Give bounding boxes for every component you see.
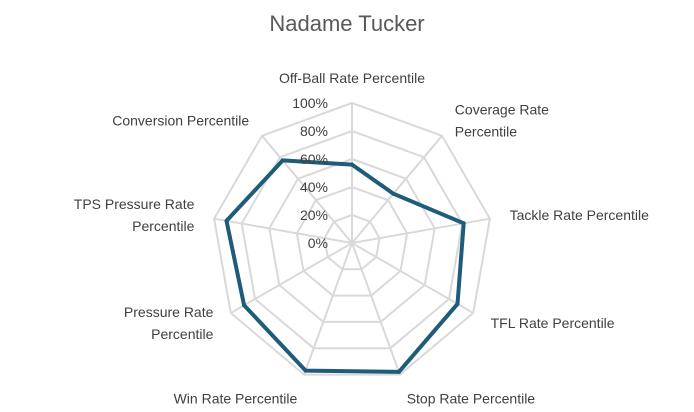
axis-spoke-5 bbox=[351, 242, 401, 375]
axis-label-line: Conversion Percentile bbox=[112, 112, 249, 128]
axis-label-line: TFL Rate Percentile bbox=[491, 315, 615, 331]
axis-label-line: Win Rate Percentile bbox=[174, 390, 298, 406]
tick-label: 0% bbox=[308, 235, 328, 251]
tick-label: 80% bbox=[300, 123, 328, 139]
data-point-7 bbox=[242, 303, 247, 308]
axis-label-line: Coverage Rate bbox=[455, 101, 549, 117]
axis-labels: Off-Ball Rate Percentile Coverage Rate Per… bbox=[74, 70, 649, 406]
axis-label: Win Rate Percentile bbox=[174, 390, 298, 406]
axis-label-line: Percentile bbox=[132, 218, 194, 234]
data-point-8 bbox=[224, 218, 229, 223]
data-point-1 bbox=[350, 162, 354, 167]
chart-title: Nadame Tucker bbox=[269, 11, 424, 36]
data-point-9 bbox=[280, 158, 285, 163]
axis-label: Pressure Rate Percentile bbox=[124, 304, 214, 342]
data-point-5 bbox=[396, 369, 401, 374]
axis-label: Off-Ball Rate Percentile bbox=[279, 70, 425, 86]
axis-spoke-6 bbox=[303, 242, 353, 375]
axis-label-line: Off-Ball Rate Percentile bbox=[279, 70, 425, 86]
data-point-6 bbox=[303, 368, 308, 373]
series-line-1 bbox=[224, 158, 466, 374]
axis-spoke-8 bbox=[213, 217, 353, 244]
axis-label-line: Pressure Rate bbox=[124, 304, 214, 320]
grid-ring-4 bbox=[240, 129, 464, 350]
axis-label: Conversion Percentile bbox=[112, 112, 249, 128]
axis-label-line: Percentile bbox=[455, 123, 517, 139]
tick-label: 100% bbox=[292, 95, 328, 111]
tick-label: 40% bbox=[300, 179, 328, 195]
series-layer bbox=[224, 158, 466, 374]
tick-label: 60% bbox=[300, 151, 328, 167]
axis-label: Stop Rate Percentile bbox=[407, 390, 536, 406]
data-point-4 bbox=[455, 301, 460, 306]
axis-spoke-3 bbox=[351, 217, 491, 244]
axis-label: Coverage Rate Percentile bbox=[455, 101, 549, 139]
grid-layer bbox=[213, 101, 491, 376]
tick-label: 20% bbox=[300, 207, 328, 223]
data-point-3 bbox=[461, 221, 466, 226]
grid-ring-2 bbox=[295, 185, 409, 297]
data-point-2 bbox=[391, 191, 396, 196]
axis-label-line: TPS Pressure Rate bbox=[74, 196, 195, 212]
axis-label-line: Percentile bbox=[151, 326, 213, 342]
axis-label: TFL Rate Percentile bbox=[491, 315, 615, 331]
tick-labels: 0% 20% 40% 60% 80% 100% bbox=[292, 95, 328, 251]
axis-label-line: Tackle Rate Percentile bbox=[510, 207, 650, 223]
grid-ring-1 bbox=[323, 213, 381, 271]
axis-label: Tackle Rate Percentile bbox=[510, 207, 650, 223]
axis-label-line: Stop Rate Percentile bbox=[407, 390, 536, 406]
axis-spoke-9 bbox=[261, 135, 353, 244]
axis-spoke-2 bbox=[351, 135, 443, 244]
axis-label: TPS Pressure Rate Percentile bbox=[74, 196, 195, 234]
grid-ring-5 bbox=[213, 101, 491, 376]
axis-spoke-7 bbox=[230, 242, 353, 314]
axis-spoke-4 bbox=[351, 242, 474, 314]
